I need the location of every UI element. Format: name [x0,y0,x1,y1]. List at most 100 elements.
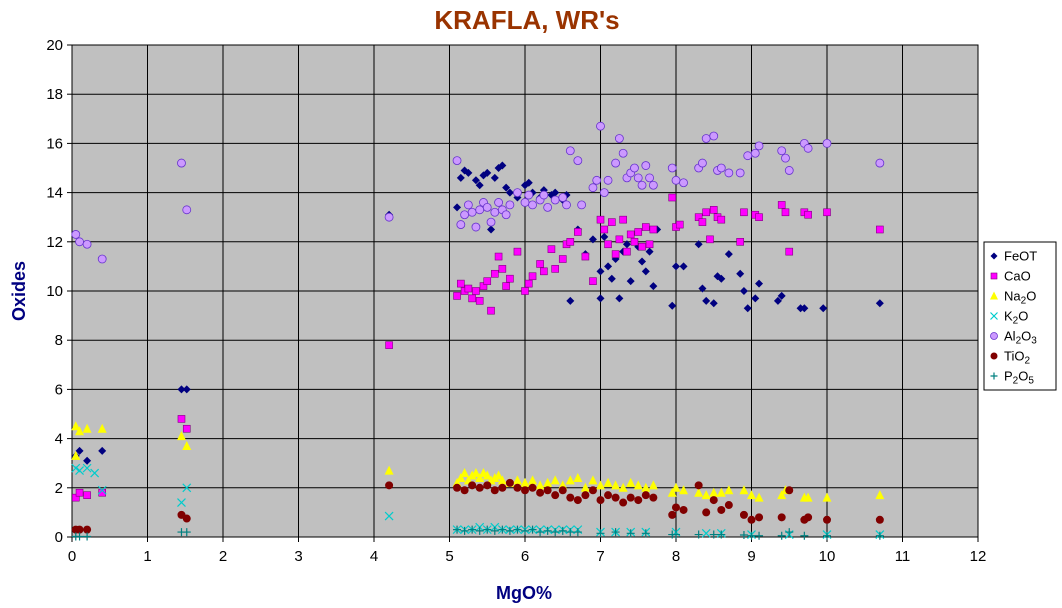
point-feot [702,296,711,305]
point-cao [626,230,635,239]
point-al2o3 [452,156,462,166]
point-tio2 [641,491,650,500]
point-al2o3 [573,156,583,166]
x-tick-label: 11 [895,548,911,565]
point-cao [524,279,533,288]
point-tio2 [755,513,764,522]
point-cao [702,208,711,217]
point-na2o [739,485,749,495]
point-feot [177,385,186,394]
point-p2o5 [490,526,499,535]
point-al2o3 [490,207,500,217]
point-cao [487,306,495,315]
point-al2o3 [520,198,530,207]
legend-marker [990,372,998,380]
point-al2o3 [588,183,598,193]
point-k2o [177,498,186,507]
point-al2o3 [671,175,681,185]
point-p2o5 [747,531,756,540]
point-tio2 [702,508,711,517]
x-tick-label: 7 [596,548,604,565]
point-na2o [471,468,481,478]
point-tio2 [453,483,462,492]
point-na2o [641,482,651,492]
point-na2o [82,423,92,433]
point-al2o3 [784,166,794,175]
point-cao [566,238,575,246]
point-tio2 [498,483,507,492]
point-na2o [520,477,530,487]
point-cao [75,488,84,497]
point-al2o3 [182,205,192,215]
y-tick-label: 4 [55,431,63,448]
y-tick-label: 8 [55,332,63,349]
point-k2o [90,468,100,478]
point-feot [475,181,484,190]
point-feot [596,267,605,276]
point-feot [588,235,597,244]
point-al2o3 [82,239,92,249]
point-al2o3 [460,210,470,220]
point-tio2 [505,478,514,487]
x-tick-label: 2 [219,548,227,565]
point-feot [566,296,575,305]
y-tick-label: 0 [55,529,63,546]
point-cao [777,201,786,209]
point-na2o [875,490,885,500]
point-tio2 [558,486,567,495]
y-tick-label: 12 [46,234,63,251]
point-p2o5 [558,526,567,535]
point-na2o [494,470,504,480]
point-al2o3 [177,158,186,168]
point-feot [464,168,473,177]
point-tio2 [521,486,529,495]
point-na2o [694,487,704,497]
point-feot [672,262,680,271]
point-feot [498,161,507,170]
point-cao [706,235,714,244]
point-na2o [777,490,787,500]
point-al2o3 [633,173,643,183]
point-cao [645,240,654,249]
point-feot [524,178,533,187]
point-al2o3 [645,173,654,183]
point-cao [740,208,748,217]
point-feot [875,299,884,308]
point-al2o3 [471,222,481,232]
point-al2o3 [709,131,719,141]
point-tio2 [513,483,522,492]
point-cao [540,267,548,276]
point-p2o5 [83,532,92,541]
y-tick-label: 6 [55,381,63,398]
data-points [71,121,885,541]
point-na2o [71,450,81,460]
point-tio2 [75,525,84,534]
y-axis-ticks: 0 2 4 6 8 10 12 14 16 18 20 [46,37,72,546]
point-na2o [182,440,192,450]
point-feot [668,301,677,310]
point-tio2 [747,515,756,524]
point-cao [608,218,616,226]
legend-item-feot: FeOT [990,249,1037,264]
point-al2o3 [614,134,624,143]
legend-label: Na2O [1004,289,1036,307]
point-feot [615,294,624,303]
point-al2o3 [701,134,711,143]
point-al2o3 [592,175,602,185]
legend-marker [990,352,998,360]
series-p2o5 [71,525,884,541]
point-na2o [528,475,538,485]
point-cao [182,424,191,433]
x-axis-title: MgO% [496,583,552,603]
point-p2o5 [641,529,650,538]
point-p2o5 [498,525,507,534]
point-al2o3 [648,180,658,190]
legend-label: FeOT [1004,249,1037,264]
y-tick-label: 10 [46,283,63,300]
point-feot [604,262,613,271]
point-al2o3 [494,198,503,207]
point-cao [876,225,884,234]
point-al2o3 [637,180,647,190]
y-tick-label: 18 [46,86,63,103]
